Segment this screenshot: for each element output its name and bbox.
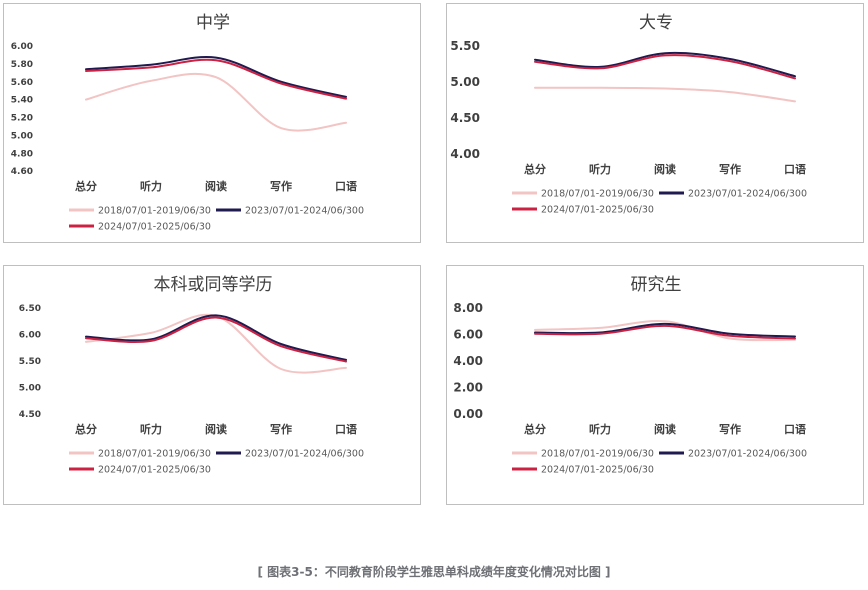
chart-3-y-tick-3: 6.00 xyxy=(453,328,483,342)
chart-2-title: 本科或同等学历 xyxy=(154,275,273,295)
chart-0-legend-label-1: 2023/07/01-2024/06/300 xyxy=(245,206,364,217)
chart-0-y-tick-0: 4.60 xyxy=(11,167,33,177)
chart-1-y-tick-1: 4.50 xyxy=(450,111,480,125)
chart-0-series-line-2 xyxy=(85,58,347,100)
chart-3-x-tick-4: 口语 xyxy=(784,422,806,436)
chart-3-legend-label-1: 2023/07/01-2024/06/300 xyxy=(688,449,807,460)
chart-2-x-tick-0: 总分 xyxy=(75,422,97,436)
chart-2-y-tick-2: 5.50 xyxy=(19,357,41,367)
chart-3-series-line-2 xyxy=(534,324,796,340)
chart-panel-postgraduate: 研究生 0.00 2.00 4.00 6.00 8.00 总分 听力 阅读 写作 口语 2018/07… xyxy=(446,265,864,505)
chart-2-x-tick-4: 口语 xyxy=(335,422,357,436)
chart-0-y-tick-2: 5.00 xyxy=(11,131,33,141)
chart-0-series-line-0 xyxy=(85,72,347,132)
chart-svg-junior-college: 大专 4.00 4.50 5.00 5.50 总分 听力 阅读 写作 口语 2018/07/01-2… xyxy=(450,13,807,216)
chart-1-legend-label-2: 2024/07/01-2025/06/30 xyxy=(541,205,654,216)
chart-2-x-tick-2: 阅读 xyxy=(205,422,227,436)
chart-0-x-tick-2: 阅读 xyxy=(205,179,227,193)
chart-1-x-tick-2: 阅读 xyxy=(654,162,676,176)
chart-3-legend-label-2: 2024/07/01-2025/06/30 xyxy=(541,465,654,476)
chart-2-y-tick-0: 4.50 xyxy=(19,410,41,420)
chart-2-x-tick-1: 听力 xyxy=(140,422,162,436)
chart-3-y-tick-2: 4.00 xyxy=(453,354,483,368)
chart-0-x-tick-3: 写作 xyxy=(270,179,292,193)
chart-3-title: 研究生 xyxy=(631,275,682,295)
chart-1-series-line-1 xyxy=(534,51,796,78)
chart-2-y-tick-4: 6.50 xyxy=(19,304,41,314)
chart-2-legend-label-2: 2024/07/01-2025/06/30 xyxy=(98,465,211,476)
chart-2-y-tick-3: 6.00 xyxy=(19,331,41,341)
chart-2-legend-label-0: 2018/07/01-2019/06/30 xyxy=(98,449,211,460)
chart-1-x-tick-4: 口语 xyxy=(784,162,806,176)
chart-3-y-tick-1: 2.00 xyxy=(453,381,483,395)
chart-1-y-tick-0: 4.00 xyxy=(450,147,480,161)
chart-0-y-tick-6: 5.80 xyxy=(11,60,33,70)
chart-1-y-tick-2: 5.00 xyxy=(450,75,480,89)
chart-1-y-tick-3: 5.50 xyxy=(450,39,480,53)
chart-3-series-line-1 xyxy=(534,322,796,338)
chart-0-x-tick-0: 总分 xyxy=(75,179,97,193)
chart-panel-undergraduate: 本科或同等学历 4.50 5.00 5.50 6.00 6.50 总分 听力 阅读 写作 口语 201… xyxy=(3,265,421,505)
chart-2-series-line-1 xyxy=(85,314,347,361)
chart-0-y-tick-7: 6.00 xyxy=(11,42,33,52)
chart-1-legend-label-1: 2023/07/01-2024/06/300 xyxy=(688,189,807,200)
chart-0-title: 中学 xyxy=(196,13,230,33)
chart-1-x-tick-0: 总分 xyxy=(524,162,546,176)
chart-3-x-tick-0: 总分 xyxy=(524,422,546,436)
chart-3-x-tick-3: 写作 xyxy=(719,422,741,436)
chart-3-legend-label-0: 2018/07/01-2019/06/30 xyxy=(541,449,654,460)
chart-svg-middle-school: 中学 4.60 4.80 5.00 5.20 5.40 5.60 5.80 6.00 总分 听力 阅读… xyxy=(11,13,364,233)
chart-svg-undergraduate: 本科或同等学历 4.50 5.00 5.50 6.00 6.50 总分 听力 阅读 写作 口语 201… xyxy=(19,275,364,476)
chart-0-x-tick-4: 口语 xyxy=(335,179,357,193)
chart-2-y-tick-1: 5.00 xyxy=(19,384,41,394)
chart-0-legend-label-2: 2024/07/01-2025/06/30 xyxy=(98,222,211,233)
chart-0-series-line-1 xyxy=(85,56,347,98)
chart-1-series-line-0 xyxy=(534,86,796,103)
chart-panel-middle-school: 中学 4.60 4.80 5.00 5.20 5.40 5.60 5.80 6.00 总分 听力 阅读… xyxy=(3,3,421,243)
chart-panel-junior-college: 大专 4.00 4.50 5.00 5.50 总分 听力 阅读 写作 口语 2018/07/01-2… xyxy=(446,3,864,243)
chart-svg-postgraduate: 研究生 0.00 2.00 4.00 6.00 8.00 总分 听力 阅读 写作 口语 2018/07… xyxy=(453,275,807,476)
chart-3-y-tick-0: 0.00 xyxy=(453,407,483,421)
chart-2-series-line-0 xyxy=(85,313,347,374)
chart-1-legend-label-0: 2018/07/01-2019/06/30 xyxy=(541,189,654,200)
chart-2-series-line-2 xyxy=(85,316,347,363)
chart-0-y-tick-3: 5.20 xyxy=(11,114,33,124)
chart-1-title: 大专 xyxy=(639,13,673,33)
chart-0-y-tick-4: 5.40 xyxy=(11,96,33,106)
chart-3-x-tick-2: 阅读 xyxy=(654,422,676,436)
chart-1-series-line-2 xyxy=(534,54,796,80)
chart-2-legend-label-1: 2023/07/01-2024/06/300 xyxy=(245,449,364,460)
figure-caption: [ 图表3-5：不同教育阶段学生雅思单科成绩年度变化情况对比图 ] xyxy=(257,565,611,579)
chart-3-y-tick-4: 8.00 xyxy=(453,301,483,315)
chart-0-x-tick-1: 听力 xyxy=(140,179,162,193)
chart-2-x-tick-3: 写作 xyxy=(270,422,292,436)
chart-1-x-tick-3: 写作 xyxy=(719,162,741,176)
chart-0-legend-label-0: 2018/07/01-2019/06/30 xyxy=(98,206,211,217)
chart-3-x-tick-1: 听力 xyxy=(589,422,611,436)
chart-0-y-tick-1: 4.80 xyxy=(11,149,33,159)
chart-3-series-line-0 xyxy=(534,320,796,342)
chart-1-x-tick-1: 听力 xyxy=(589,162,611,176)
chart-0-y-tick-5: 5.60 xyxy=(11,78,33,88)
